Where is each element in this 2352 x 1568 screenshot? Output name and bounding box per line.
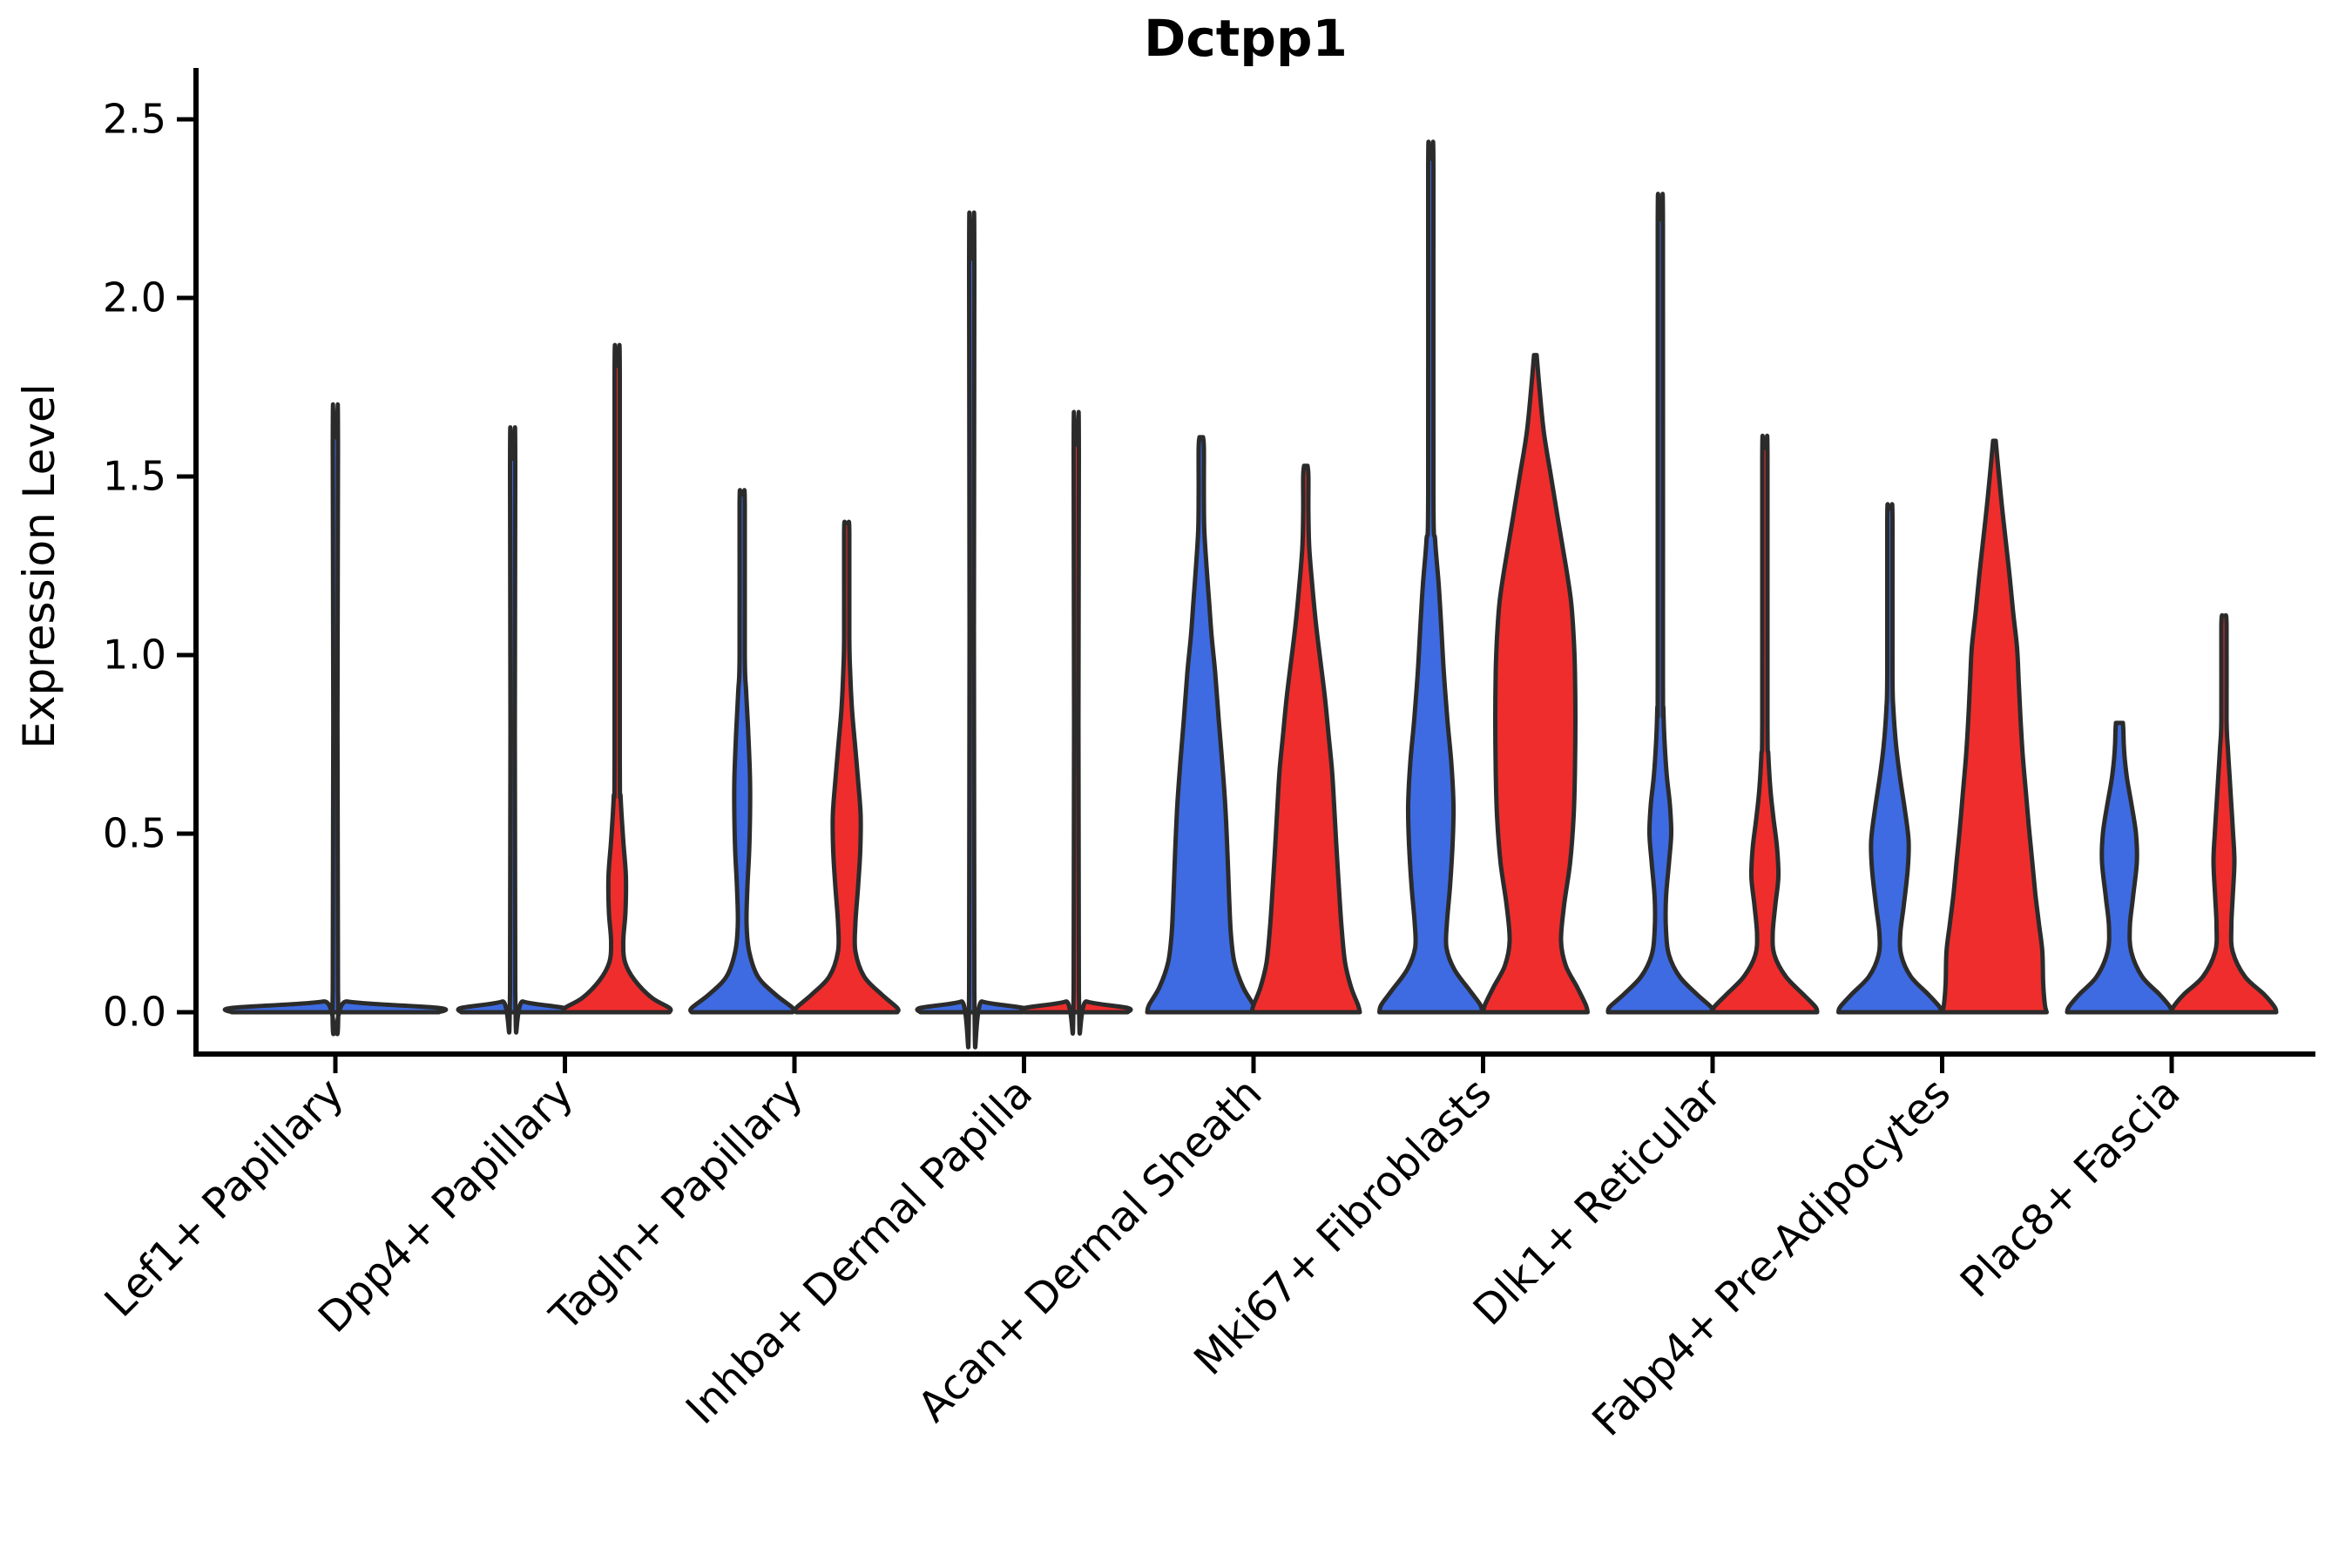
violin-mki67-fibroblasts-red [1481,353,1590,1015]
violin-dlk1-reticular-red [1710,433,1820,1015]
x-tick-label: Dpp4+ Papillary [309,1069,583,1342]
violin-acan-dermal-sheath-blue [1145,435,1258,1015]
chart-title: Dctpp1 [1144,9,1348,68]
y-tick-label: 2.5 [103,96,166,143]
violin-acan-dermal-sheath-red [1249,463,1362,1015]
y-tick-label: 2.0 [103,274,166,321]
y-tick-label: 0.5 [103,810,166,857]
y-tick-label: 1.5 [103,453,166,500]
violin-dlk1-reticular-blue [1605,192,1715,1015]
y-tick-label: 1.0 [103,632,166,679]
violin-plac8-fascia-blue [2065,720,2174,1015]
violin-tagln-papillary-blue [688,488,796,1015]
x-tick-label: Dlk1+ Reticular [1464,1069,1731,1335]
violin-layer [222,139,2279,1050]
violin-dpp4-papillary-blue [456,425,570,1035]
violin-mki67-fibroblasts-blue [1377,139,1484,1015]
violin-fabp4-pre-adipocytes-blue [1836,502,1943,1015]
violin-fabp4-pre-adipocytes-red [1940,438,2049,1015]
y-axis-label: Expression Level [14,383,64,748]
x-tick-label: Lef1+ Papillary [96,1069,354,1327]
violin-inhba-dermal-papilla-blue [915,210,1029,1050]
violin-plac8-fascia-red [2169,612,2279,1015]
x-tick-label: Tagln+ Papillary [540,1069,812,1341]
violin-tagln-papillary-red [793,519,901,1015]
axes-layer [177,68,2315,1073]
violin-inhba-dermal-papilla-red [1019,409,1133,1036]
violin-lef1-papillary-single-collapsed [222,402,449,1037]
y-tick-label: 0.0 [103,989,166,1036]
violin-dpp4-papillary-red [561,342,673,1015]
x-tick-label: Plac8+ Fascia [1951,1069,2190,1308]
